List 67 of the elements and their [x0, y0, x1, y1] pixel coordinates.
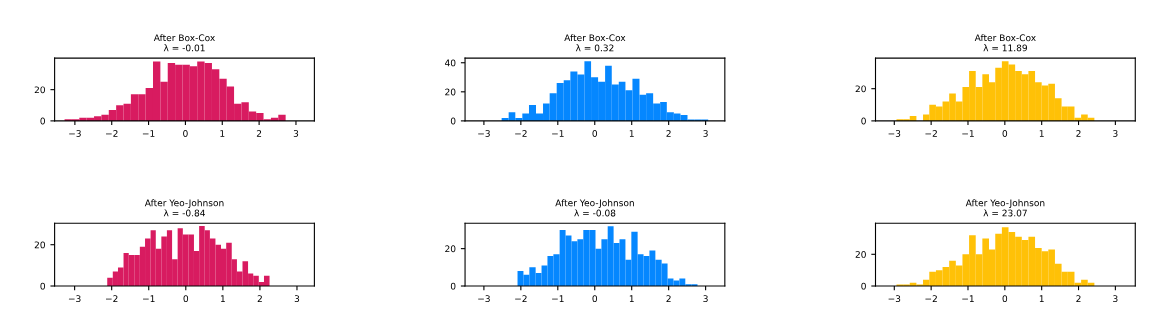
chart-subtitle: λ = -0.08 [574, 209, 616, 217]
chart-subtitle: λ = -0.84 [163, 209, 205, 217]
x-tick-label: −2 [515, 295, 527, 302]
x-tick-label: −2 [515, 130, 527, 137]
x-tick-label: −1 [552, 295, 564, 302]
chart-subtitle: λ = 23.07 [983, 209, 1027, 217]
x-tick-label: −3 [69, 130, 81, 137]
x-tick-label: −2 [925, 130, 937, 137]
x-tick-label: 2 [1076, 295, 1081, 302]
x-tick-label: 3 [1113, 130, 1118, 137]
y-tick-label: 20 [855, 85, 866, 93]
chart-subtitle: λ = -0.01 [163, 44, 205, 52]
x-tick-label: −3 [478, 130, 490, 137]
x-tick-label: 0 [183, 130, 188, 137]
chart-title: After Yeo-Johnson [555, 199, 634, 208]
x-tick-label: 0 [1002, 295, 1008, 303]
y-tick-label: 0 [450, 117, 456, 125]
y-tick-label: 20 [445, 245, 456, 253]
x-tick-label: 0 [1002, 130, 1008, 137]
x-tick-label: 1 [1039, 295, 1044, 302]
x-tick-label: −2 [106, 130, 118, 137]
x-tick-label: −3 [888, 295, 901, 303]
x-tick-label: 1 [629, 130, 634, 137]
y-tick-label: 20 [445, 88, 456, 96]
x-tick-label: −2 [105, 295, 118, 302]
x-tick-label: 2 [1076, 130, 1081, 137]
chart-title: After Box-Cox [153, 34, 215, 42]
x-tick-label: 3 [703, 295, 708, 303]
x-tick-label: 0 [183, 295, 189, 303]
x-tick-label: −1 [552, 130, 564, 137]
x-tick-label: 1 [220, 295, 225, 302]
x-tick-label: −2 [925, 295, 937, 302]
x-tick-label: −3 [478, 295, 490, 303]
chart-title: After Yeo-Johnson [144, 199, 224, 208]
y-tick-label: 0 [40, 117, 45, 125]
x-tick-label: 3 [294, 295, 300, 303]
chart-subtitle: λ = 11.89 [983, 44, 1027, 52]
x-tick-label: 0 [592, 130, 598, 137]
x-tick-label: 1 [1039, 130, 1044, 137]
x-tick-label: 2 [257, 295, 262, 302]
chart-title: After Box-Cox [974, 34, 1036, 42]
x-tick-label: 2 [256, 130, 262, 137]
x-tick-label: −1 [962, 295, 974, 302]
y-tick-label: 0 [40, 282, 45, 290]
chart-title: After Yeo-Johnson [965, 199, 1045, 208]
x-tick-label: −1 [142, 130, 155, 137]
chart-title: After Box-Cox [564, 34, 626, 42]
y-tick-label: 40 [444, 59, 456, 67]
x-tick-label: 2 [666, 130, 671, 137]
y-tick-label: 0 [450, 282, 456, 290]
x-tick-label: −3 [888, 130, 901, 137]
x-tick-label: 3 [703, 130, 708, 137]
x-tick-label: −3 [68, 295, 81, 303]
y-tick-label: 20 [855, 251, 866, 258]
y-tick-label: 0 [861, 282, 866, 290]
x-tick-label: 1 [629, 295, 634, 302]
x-tick-label: 1 [220, 130, 225, 137]
y-tick-label: 20 [34, 241, 45, 249]
x-tick-label: 3 [1113, 295, 1118, 303]
y-tick-label: 20 [34, 86, 45, 94]
x-tick-label: 2 [666, 295, 671, 302]
chart-subtitle: λ = 0.32 [575, 44, 614, 52]
x-tick-label: −1 [962, 130, 974, 137]
y-tick-label: 0 [861, 117, 866, 125]
x-tick-label: 0 [592, 295, 598, 303]
x-tick-label: 3 [293, 130, 299, 137]
x-tick-label: −1 [143, 295, 155, 302]
